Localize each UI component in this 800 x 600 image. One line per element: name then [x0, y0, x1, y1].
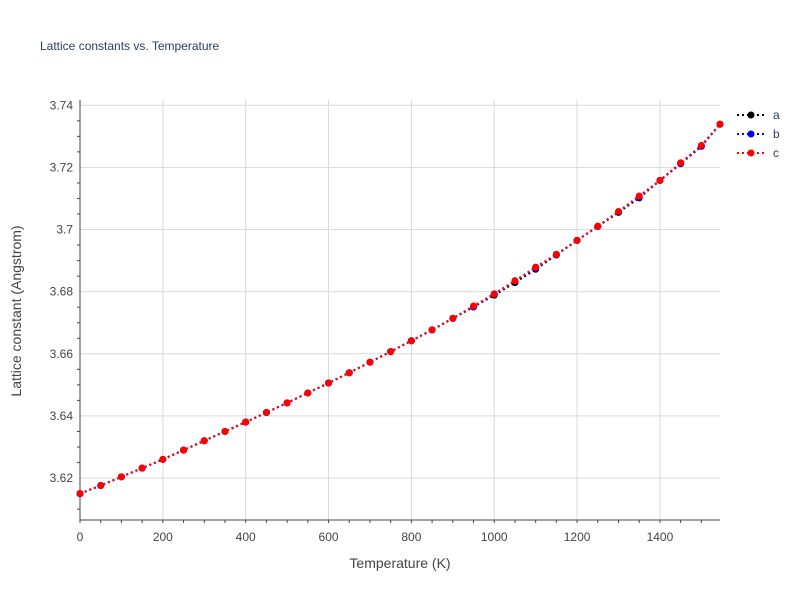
y-tick-label: 3.62	[50, 471, 74, 485]
legend-label: b	[773, 127, 780, 141]
data-point-c[interactable]	[159, 455, 167, 463]
chart-title: Lattice constants vs. Temperature	[40, 39, 220, 53]
x-tick-label: 0	[77, 530, 84, 544]
x-tick-label: 200	[153, 530, 173, 544]
data-point-c[interactable]	[221, 427, 229, 435]
data-point-c[interactable]	[76, 490, 84, 498]
data-point-c[interactable]	[262, 409, 270, 417]
x-tick-label: 600	[319, 530, 339, 544]
data-point-c[interactable]	[470, 302, 478, 310]
legend-item-b[interactable]: b	[737, 127, 780, 141]
data-point-c[interactable]	[138, 464, 146, 472]
legend-swatch-marker	[747, 111, 755, 119]
x-tick-label: 1200	[564, 530, 591, 544]
data-point-c[interactable]	[180, 446, 188, 454]
legend-swatch-marker	[747, 149, 755, 157]
axes-layer: 0 200 400 600 800 1000 1200 1400 3.62 3.64 3.66 3.6…	[50, 98, 720, 544]
series-line-c	[79, 123, 721, 495]
legend-swatch-marker	[747, 130, 755, 138]
data-point-c[interactable]	[449, 314, 457, 322]
data-point-c[interactable]	[304, 389, 312, 397]
legend-label: c	[773, 146, 779, 160]
x-tick-label: 800	[401, 530, 421, 544]
data-point-c[interactable]	[511, 277, 519, 285]
data-point-c[interactable]	[428, 326, 436, 334]
y-tick-label: 3.66	[50, 347, 74, 361]
data-point-c[interactable]	[325, 379, 333, 387]
data-point-c[interactable]	[573, 236, 581, 244]
data-point-c[interactable]	[117, 473, 125, 481]
data-point-c[interactable]	[552, 250, 560, 258]
data-point-c[interactable]	[635, 192, 643, 200]
y-tick-label: 3.7	[56, 223, 73, 237]
data-point-c[interactable]	[677, 159, 685, 167]
data-point-c[interactable]	[407, 337, 415, 345]
x-axis-title: Temperature (K)	[349, 555, 450, 571]
plot-area[interactable]	[80, 100, 720, 520]
data-point-c[interactable]	[716, 120, 724, 128]
series-c[interactable]	[76, 120, 724, 498]
legend-item-a[interactable]: a	[737, 108, 780, 122]
legend-label: a	[773, 108, 780, 122]
data-point-c[interactable]	[697, 141, 705, 149]
data-point-c[interactable]	[97, 482, 105, 490]
y-tick-label: 3.68	[50, 285, 74, 299]
y-tick-label: 3.64	[50, 409, 74, 423]
data-point-c[interactable]	[656, 176, 664, 184]
data-point-c[interactable]	[200, 437, 208, 445]
x-tick-label: 1000	[481, 530, 508, 544]
y-axis-title: Lattice constant (Angstrom)	[8, 225, 24, 396]
data-point-c[interactable]	[615, 208, 623, 216]
data-point-c[interactable]	[532, 263, 540, 271]
data-point-c[interactable]	[387, 348, 395, 356]
data-point-c[interactable]	[283, 399, 291, 407]
data-point-c[interactable]	[345, 369, 353, 377]
data-point-c[interactable]	[242, 418, 250, 426]
y-tick-label: 3.74	[50, 98, 74, 112]
plot-background	[80, 100, 720, 520]
data-point-c[interactable]	[490, 290, 498, 298]
grid-layer	[80, 100, 720, 520]
series-layer	[76, 120, 724, 498]
legend-item-c[interactable]: c	[737, 146, 779, 160]
data-point-c[interactable]	[594, 222, 602, 230]
x-tick-label: 400	[236, 530, 256, 544]
data-point-c[interactable]	[366, 358, 374, 366]
x-tick-label: 1400	[647, 530, 674, 544]
y-tick-label: 3.72	[50, 160, 74, 174]
legend[interactable]: abc	[737, 108, 780, 160]
